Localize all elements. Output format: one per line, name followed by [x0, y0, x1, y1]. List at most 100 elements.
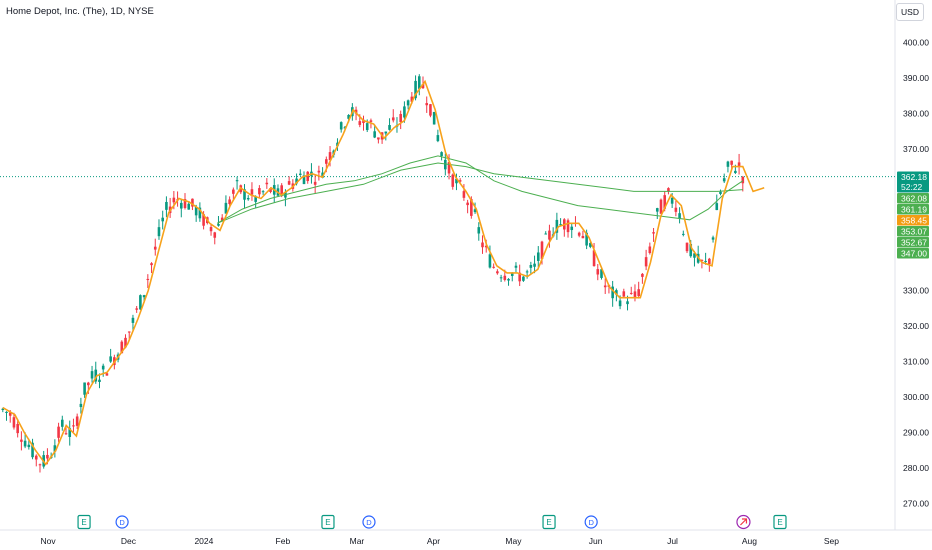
price-tag-value: 362.08 [901, 193, 927, 203]
earnings-icon[interactable]: E [321, 514, 335, 530]
candle-body [618, 300, 622, 307]
candle-body [302, 175, 306, 185]
candle-body [429, 104, 432, 116]
candle-body [339, 122, 343, 130]
slow-ma-line [216, 155, 744, 224]
price-tag [897, 171, 929, 193]
candle-body [265, 182, 269, 185]
candle-body [377, 137, 380, 140]
candle-body [362, 119, 365, 124]
candle-body [87, 382, 90, 386]
svg-text:E: E [81, 518, 86, 527]
y-tick-label: 280.00 [903, 463, 929, 473]
candle-body [484, 245, 488, 248]
x-tick-label: 2024 [194, 536, 213, 546]
candle-body [719, 191, 722, 194]
candle-body [373, 131, 376, 138]
candle-body [525, 271, 529, 273]
candle-body [700, 259, 704, 261]
candle-body [306, 171, 310, 182]
candle-body [603, 285, 607, 288]
candle-body [596, 269, 600, 275]
x-tick-label: Nov [41, 536, 57, 546]
candle-body [172, 197, 176, 203]
candle-body [365, 123, 369, 131]
candle-body [8, 412, 12, 416]
candle-body [674, 207, 678, 212]
candle-body [46, 454, 49, 459]
candle-body [90, 371, 94, 379]
candle-body [388, 125, 391, 130]
candle-body [53, 445, 57, 452]
candle-body [667, 188, 670, 192]
moving-averages [2, 79, 765, 466]
price-tag [897, 226, 929, 237]
candle-body [317, 170, 321, 173]
earnings-icon[interactable]: E [542, 514, 556, 530]
dividend-icon[interactable]: D [115, 515, 129, 529]
candle-body [622, 291, 626, 297]
candle-body [470, 199, 473, 216]
price-tag-value: 347.00 [901, 248, 927, 258]
candle-body [455, 178, 458, 184]
candle-body [27, 444, 31, 448]
candle-body [641, 273, 644, 277]
candle-body [220, 217, 224, 221]
candle-body [217, 223, 220, 226]
x-tick-label: Feb [276, 536, 291, 546]
candle-body [124, 337, 127, 348]
price-tags: 362.1852:22362.08361.19358.45353.07352.6… [897, 171, 929, 259]
candle-body [105, 373, 109, 376]
svg-text:E: E [777, 518, 782, 527]
fast-ma-line [2, 79, 765, 466]
split-icon[interactable] [736, 514, 751, 530]
earnings-icon[interactable]: E [77, 514, 91, 530]
candle-body [202, 214, 205, 226]
candle-body [157, 227, 161, 237]
candle-body [94, 369, 98, 382]
candle-body [499, 277, 503, 279]
candle-body [131, 317, 135, 323]
candle-body [629, 292, 633, 294]
candle-body [246, 197, 250, 200]
candle-body [179, 202, 183, 209]
y-tick-label: 380.00 [903, 108, 929, 118]
dividend-icon[interactable]: D [362, 515, 376, 529]
candle-body [354, 109, 358, 114]
candle-body [287, 181, 291, 185]
candle-body [142, 295, 146, 298]
currency-selector[interactable]: USD [896, 3, 924, 21]
y-tick-label: 390.00 [903, 73, 929, 83]
candle-body [57, 426, 60, 438]
candle-body [440, 152, 443, 157]
dividend-icon[interactable]: D [584, 515, 598, 529]
price-tag-value: 362.18 [901, 172, 927, 182]
price-tag [897, 215, 929, 226]
candle-body [410, 96, 414, 102]
candle-body [492, 266, 495, 268]
candle-body [615, 290, 618, 295]
candle-body [235, 180, 239, 182]
candle-body [191, 198, 194, 207]
candle-body [496, 271, 499, 274]
candle-body [298, 173, 302, 175]
candle-body [481, 242, 484, 248]
candle-body [12, 417, 16, 428]
candle-body [325, 159, 328, 164]
candle-body [488, 254, 492, 268]
candle-body [250, 189, 254, 195]
candle-body [462, 191, 466, 198]
earnings-icon[interactable]: E [773, 514, 787, 530]
slow-ma-line [217, 162, 743, 224]
candle-body [555, 219, 559, 233]
x-tick-label: Jun [589, 536, 603, 546]
candle-body [421, 83, 425, 89]
candle-body [280, 185, 283, 195]
candle-body [358, 121, 362, 125]
candle-body [737, 162, 741, 167]
candle-body [261, 191, 265, 193]
price-tag [897, 248, 929, 259]
candle-body [503, 275, 507, 280]
